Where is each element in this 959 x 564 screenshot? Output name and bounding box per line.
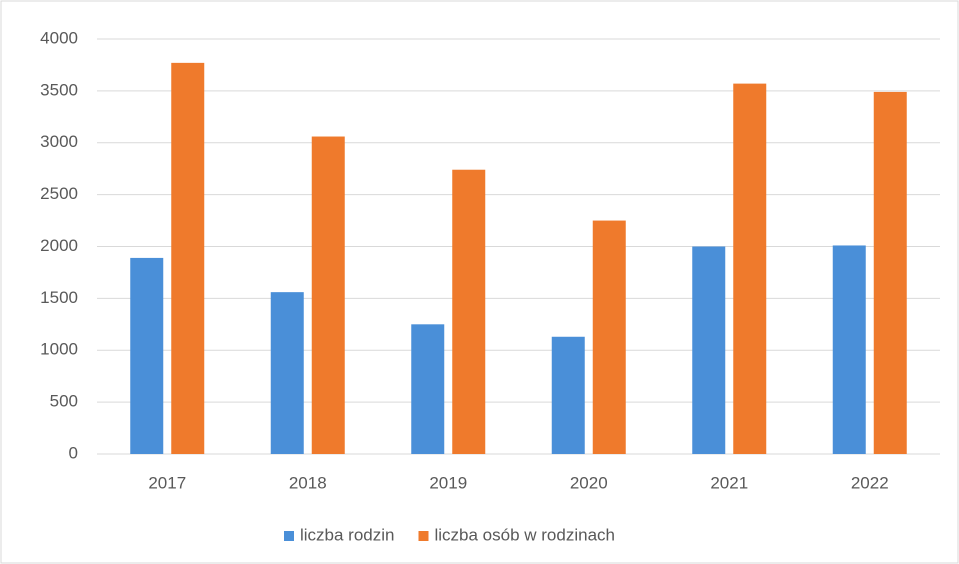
bar <box>832 245 866 454</box>
bar <box>452 169 486 454</box>
bar <box>551 336 585 454</box>
bar <box>171 62 205 455</box>
x-tick-label: 2021 <box>710 473 748 492</box>
y-tick-label: 4000 <box>40 28 78 47</box>
y-tick-label: 3500 <box>40 80 78 99</box>
y-tick-label: 2000 <box>40 236 78 255</box>
x-tick-label: 2017 <box>148 473 186 492</box>
bar <box>411 324 445 454</box>
y-tick-label: 1000 <box>40 340 78 359</box>
bar <box>733 83 767 455</box>
x-tick-label: 2022 <box>851 473 889 492</box>
y-tick-label: 3000 <box>40 132 78 151</box>
legend-swatch <box>284 531 294 541</box>
bar <box>692 246 726 454</box>
legend-label: liczba rodzin <box>300 525 395 544</box>
bar <box>873 91 907 454</box>
y-tick-label: 500 <box>50 392 78 411</box>
y-tick-label: 1500 <box>40 288 78 307</box>
x-tick-label: 2018 <box>289 473 327 492</box>
x-tick-label: 2019 <box>429 473 467 492</box>
bar <box>130 257 164 454</box>
bar <box>311 136 345 454</box>
y-tick-label: 0 <box>69 443 78 462</box>
y-tick-label: 2500 <box>40 184 78 203</box>
bar <box>592 220 626 454</box>
legend-swatch <box>418 531 429 541</box>
legend-label: liczba osób w rodzinach <box>435 525 615 544</box>
bar <box>270 292 304 454</box>
x-tick-label: 2020 <box>570 473 608 492</box>
